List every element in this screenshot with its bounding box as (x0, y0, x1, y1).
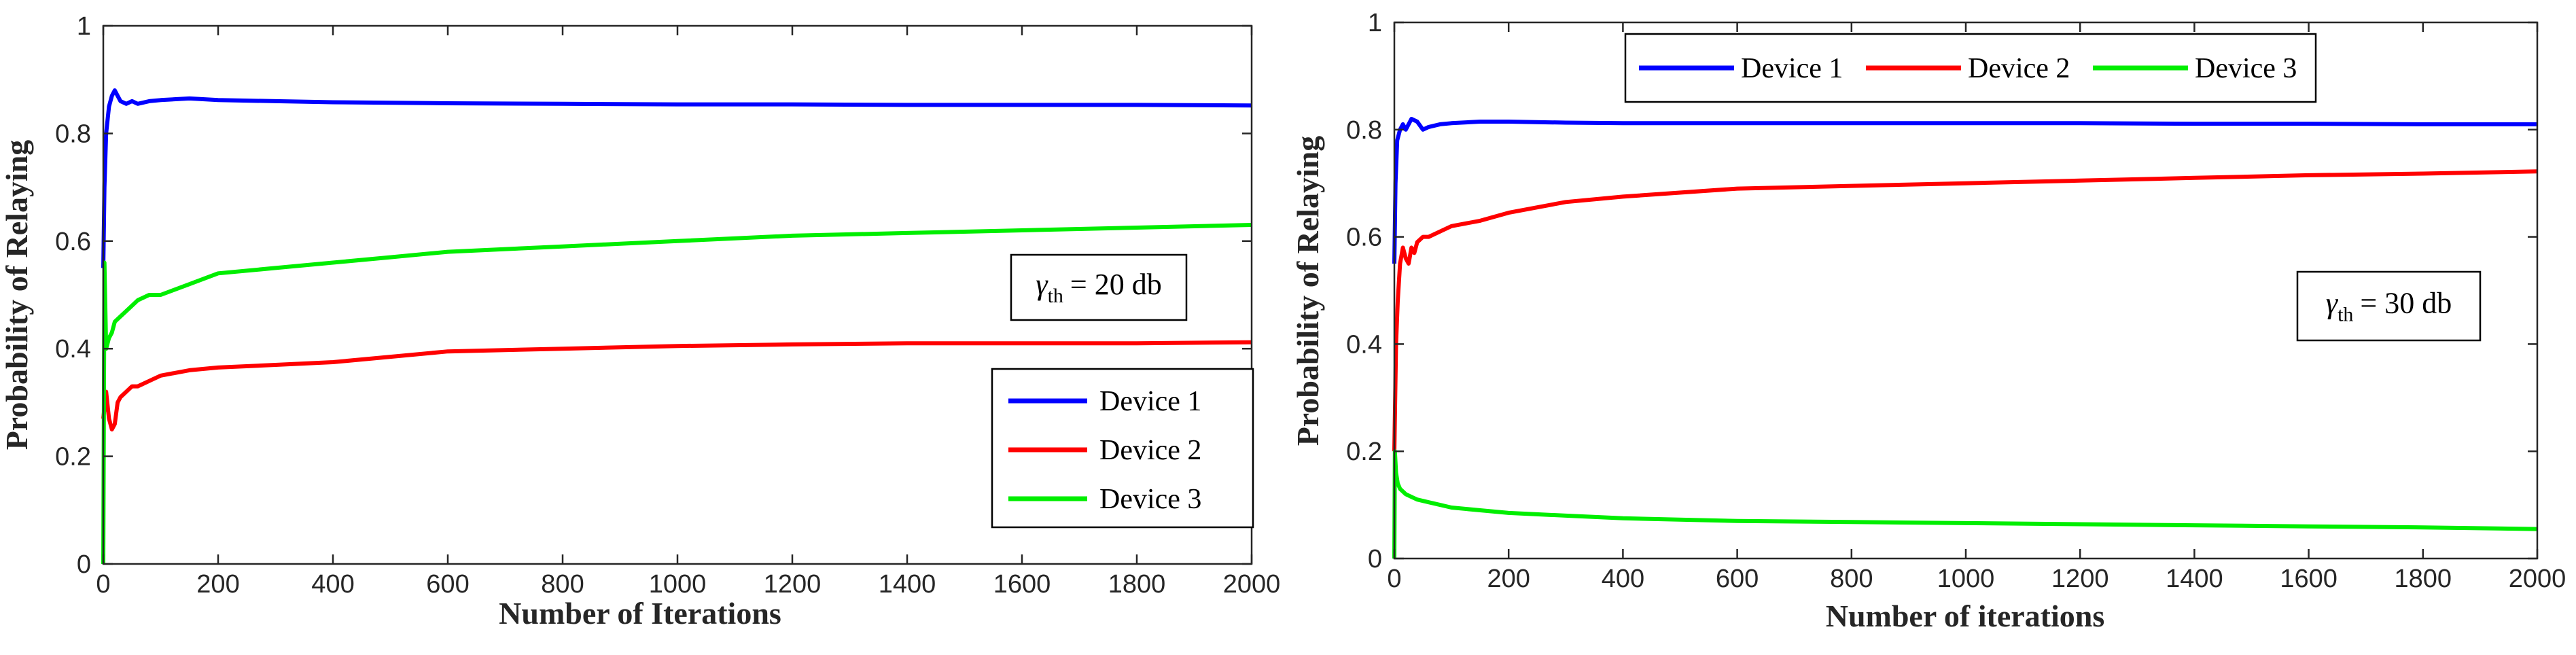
x-tick-label: 1000 (649, 570, 707, 599)
legend: Device 1 Device 2 Device 3 (991, 368, 1254, 529)
x-tick-label: 1200 (764, 570, 822, 599)
legend: Device 1 Device 2 Device 3 (1624, 33, 2317, 103)
series-line-device-3 (1392, 449, 2538, 559)
x-tick-label: 1800 (1108, 570, 1166, 599)
x-tick-label: 0 (96, 570, 110, 599)
threshold-annotation: γth = 20 db (1010, 253, 1188, 321)
x-tick-label: 200 (1487, 565, 1530, 593)
annotation-value: = 20 db (1070, 268, 1162, 301)
legend-label-device-1: Device 1 (1099, 386, 1201, 417)
x-tick-label: 1400 (2166, 565, 2223, 593)
annotation-text: γth = 20 db (1036, 268, 1162, 307)
x-tick-label: 2000 (1223, 570, 1281, 599)
y-tick-label: 0 (1368, 545, 1382, 573)
legend-label-device-2: Device 2 (1099, 435, 1201, 466)
x-tick-label: 1200 (2051, 565, 2109, 593)
y-tick-label: 0.8 (1346, 116, 1382, 145)
y-tick-label: 0.2 (1346, 438, 1382, 466)
y-tick-label: 0.4 (55, 335, 91, 364)
legend-label-device-1: Device 1 (1741, 53, 1843, 84)
x-axis-title: Number of iterations (1826, 599, 2105, 633)
chart-left: 0 200 400 600 800 1000 1200 1400 1600 1800 2000 0 0.… (0, 12, 1280, 631)
annotation-value: = 30 db (2360, 287, 2452, 320)
legend-label-device-2: Device 2 (1968, 53, 2070, 84)
series-line-device-3 (101, 223, 1252, 565)
x-tick-label: 800 (541, 570, 584, 599)
x-tick-label: 800 (1830, 565, 1873, 593)
x-tick-label: 200 (196, 570, 239, 599)
x-tick-label: 0 (1387, 565, 1401, 593)
annotation-text: γth = 30 db (2326, 287, 2452, 326)
x-tick-label: 600 (426, 570, 469, 599)
y-axis-title: Probability of Relaying (0, 140, 34, 450)
annotation-subscript: th (1048, 285, 1063, 307)
chart-right: 0 200 400 600 800 1000 1200 1400 1600 1800 2000 0 0.… (1290, 9, 2566, 633)
y-tick-label: 0.8 (55, 120, 91, 148)
threshold-annotation: γth = 30 db (2296, 270, 2482, 342)
y-axis-title: Probability of Relaying (1290, 136, 1325, 446)
x-tick-label: 1600 (2280, 565, 2337, 593)
x-tick-label: 1400 (879, 570, 936, 599)
y-tick-label: 0.2 (55, 443, 91, 472)
ticks-layer: 0 200 400 600 800 1000 1200 1400 1600 1800 2000 0 0.… (1346, 9, 2566, 593)
x-tick-label: 2000 (2509, 565, 2566, 593)
ticks-layer: 0 200 400 600 800 1000 1200 1400 1600 1800 2000 0 0.… (55, 12, 1280, 599)
series-layer (101, 88, 1252, 565)
y-tick-label: 1 (1368, 9, 1382, 37)
x-tick-label: 600 (1716, 565, 1759, 593)
x-tick-label: 1000 (1937, 565, 1995, 593)
y-tick-label: 1 (77, 12, 91, 41)
x-tick-label: 1800 (2395, 565, 2452, 593)
x-tick-label: 400 (1602, 565, 1644, 593)
legend-label-device-3: Device 3 (2195, 53, 2297, 84)
y-tick-label: 0 (77, 550, 91, 579)
series-line-device-2 (101, 340, 1252, 431)
x-tick-label: 400 (311, 570, 354, 599)
series-line-device-1 (101, 88, 1252, 268)
annotation-subscript: th (2337, 304, 2353, 326)
x-axis-title: Number of Iterations (499, 596, 781, 631)
annotation-symbol: γ (1036, 268, 1048, 301)
legend-box (1624, 33, 2317, 103)
series-line-device-2 (1392, 169, 2538, 452)
series-layer (1392, 117, 2538, 559)
y-tick-label: 0.6 (55, 228, 91, 256)
x-tick-label: 1600 (993, 570, 1051, 599)
y-tick-label: 0.6 (1346, 224, 1382, 252)
annotation-box (1010, 253, 1188, 321)
annotation-box (2296, 270, 2482, 342)
series-line-device-1 (1392, 117, 2537, 264)
y-tick-label: 0.4 (1346, 330, 1382, 359)
annotation-symbol: γ (2326, 287, 2339, 320)
legend-label-device-3: Device 3 (1099, 484, 1201, 515)
